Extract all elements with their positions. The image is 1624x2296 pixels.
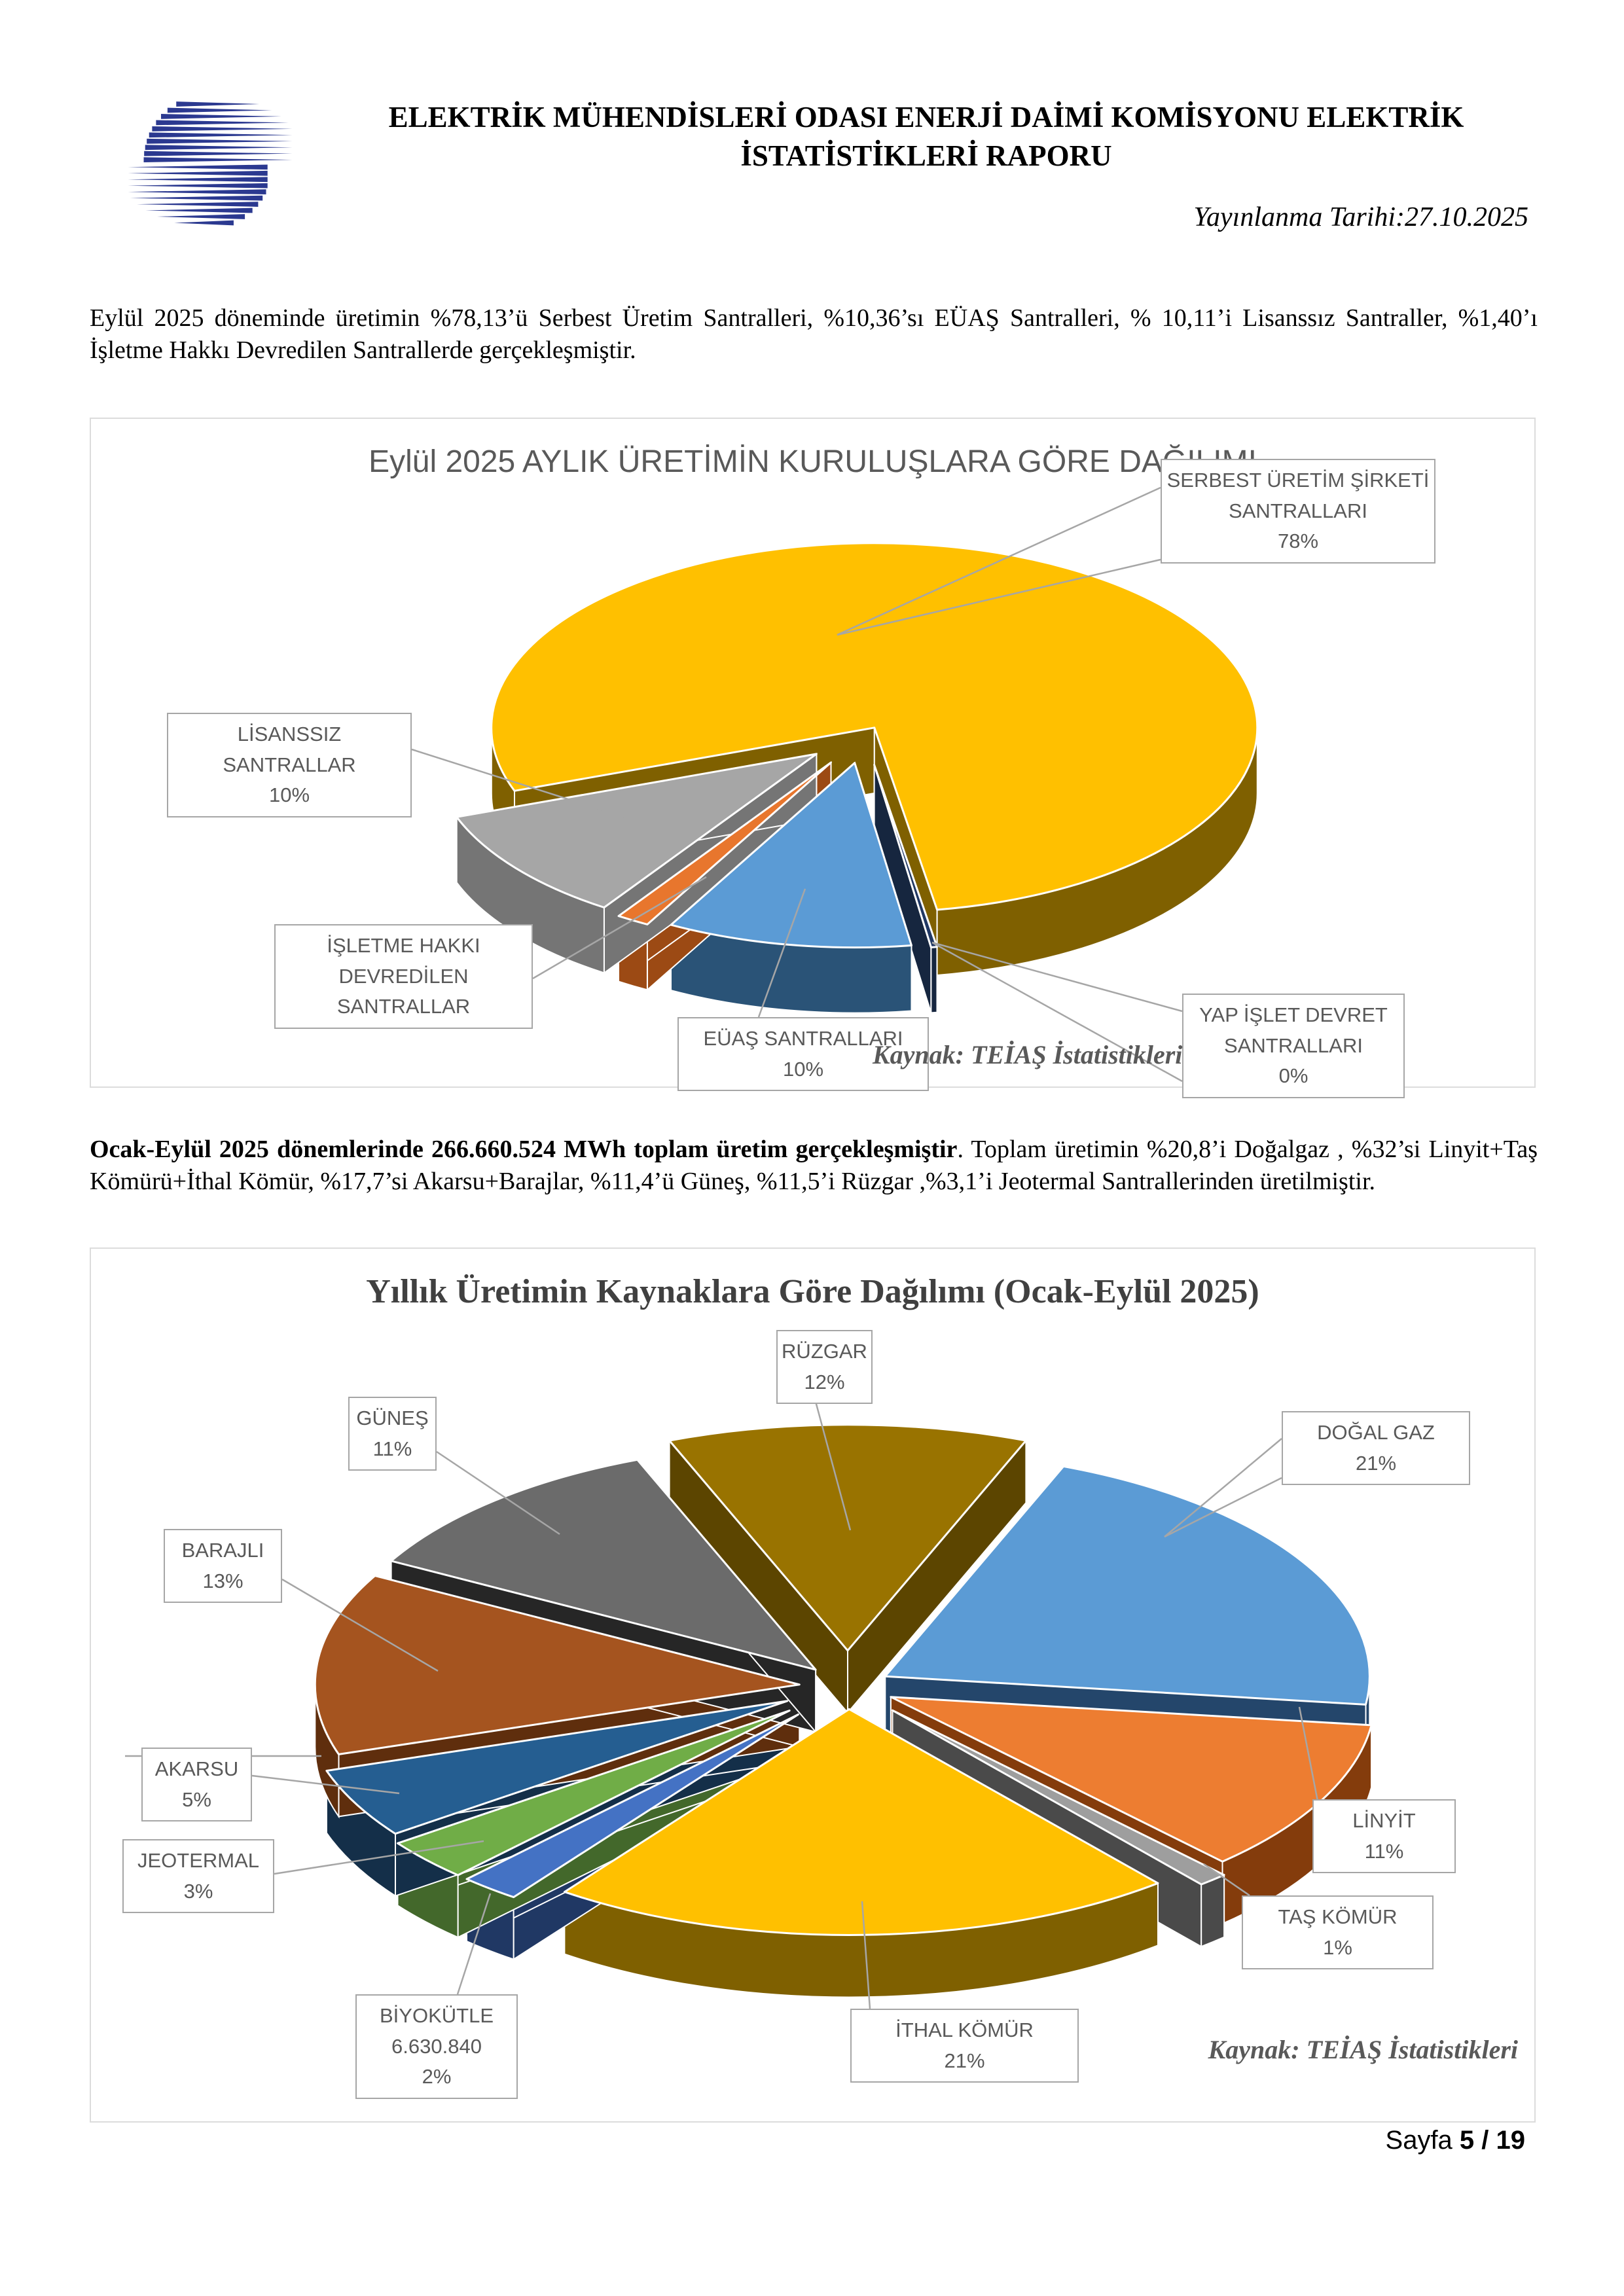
- logo-stripe: [128, 183, 268, 188]
- page-title-line1: ELEKTRİK MÜHENDİSLERİ ODASI ENERJİ DAİMİ…: [388, 101, 1464, 134]
- logo-stripe: [128, 189, 266, 195]
- pie-callout: LİSANSSIZ SANTRALLAR 10%: [167, 713, 412, 817]
- pie-slice-top: [884, 1465, 1371, 1706]
- logo-stripe: [136, 202, 259, 207]
- callout-leader-line: [931, 941, 1183, 1083]
- callout-leader-line: [1164, 1477, 1282, 1538]
- logo-stripe: [156, 214, 245, 219]
- yearly-production-pie: [125, 1396, 1373, 2009]
- callout-leader-line: [274, 1840, 484, 1875]
- pie-callout: YAP İŞLET DEVRET SANTRALLARI 0%: [1182, 994, 1405, 1098]
- callout-leader-line: [532, 876, 707, 980]
- callout-leader-line: [1164, 1438, 1282, 1537]
- callout-leader-line: [456, 1893, 492, 1995]
- logo-stripe: [145, 145, 293, 151]
- pie-callout: TAŞ KÖMÜR 1%: [1242, 1895, 1434, 1969]
- pie-callout: EÜAŞ SANTRALLARI 10%: [677, 1017, 929, 1091]
- pie-slice-rim: [930, 946, 938, 1014]
- pie-callout: LİNYİT 11%: [1312, 1799, 1456, 1873]
- logo-stripe: [143, 157, 293, 162]
- pie-callout: İŞLETME HAKKI DEVREDİLEN SANTRALLAR: [274, 924, 533, 1029]
- monthly-production-chart: Eylül 2025 AYLIK ÜRETİMİN KURULUŞLARA GÖ…: [90, 418, 1536, 1098]
- pie-slice-rim: [1200, 1874, 1225, 1948]
- pie-slice-top: [892, 1709, 1225, 1886]
- callout-leader-line: [251, 1774, 400, 1795]
- callout-leader-line: [1298, 1706, 1320, 1808]
- logo-stripe: [128, 170, 268, 176]
- publish-date: Yayınlanma Tarihi:27.10.2025: [1193, 202, 1529, 232]
- logo-stripe: [156, 120, 289, 126]
- page-number: Sayfa 5 / 19: [1386, 2126, 1525, 2155]
- pie-slice-top: [314, 1575, 801, 1755]
- logo-stripe: [130, 195, 263, 201]
- logo-stripe: [152, 126, 293, 132]
- callout-leader-line: [281, 1578, 439, 1672]
- pie-callout: RÜZGAR 12%: [776, 1330, 873, 1404]
- pie-slice-top: [873, 764, 938, 948]
- logo-stripe: [128, 164, 268, 170]
- pie-callout: JEOTERMAL 3%: [122, 1839, 274, 1913]
- callout-leader-line: [813, 1396, 852, 1531]
- chart1-title: Eylül 2025 AYLIK ÜRETİMİN KURULUŞLARA GÖ…: [369, 444, 1257, 479]
- pie-slice-top: [390, 1458, 817, 1671]
- yearly-production-chart: Yıllık Üretimin Kaynaklara Göre Dağılımı…: [90, 1247, 1536, 2123]
- logo-stripe: [174, 220, 234, 226]
- chart2-source: Kaynak: TEİAŞ İstatistikleri: [1208, 2035, 1518, 2064]
- page-title-line2: İSTATİSTİKLERİ RAPORU: [740, 139, 1112, 172]
- callout-leader-line: [931, 941, 1183, 1013]
- chart1-source: Kaynak: TEİAŞ İstatistikleri: [873, 1040, 1183, 1069]
- page-number-value: 5 / 19: [1459, 2126, 1525, 2155]
- callout-leader-line: [436, 1450, 560, 1535]
- callout-leader-line: [837, 486, 1161, 636]
- pie-callout: BARAJLI 13%: [164, 1529, 282, 1603]
- monthly-production-pie: [411, 486, 1259, 1083]
- pie-callout: BİYOKÜTLE 6.630.840 2%: [355, 1994, 518, 2099]
- pie-callout: SERBEST ÜRETİM ŞİRKETİ SANTRALLARI 78%: [1161, 459, 1435, 564]
- pie-callout: AKARSU 5%: [141, 1748, 252, 1821]
- pie-slice-top: [397, 1710, 791, 1876]
- logo-stripe: [161, 114, 281, 119]
- logo-stripe: [144, 151, 293, 156]
- pie-callout: İTHAL KÖMÜR 21%: [850, 2009, 1079, 2083]
- logo-stripe: [167, 107, 272, 113]
- pie-slice-top: [465, 1713, 799, 1899]
- pie-callout: GÜNEŞ 11%: [348, 1397, 437, 1471]
- summary-paragraph-rest: . Toplam üretimin %20,8’i Doğalgaz , %32…: [90, 1136, 1538, 1196]
- logo-stripe: [128, 177, 268, 183]
- intro-paragraph: Eylül 2025 döneminde üretimin %78,13’ü S…: [90, 304, 1538, 365]
- callout-leader-line: [1203, 1863, 1250, 1897]
- logo-stripe: [176, 101, 260, 107]
- page-title: ELEKTRİK MÜHENDİSLERİ ODASI ENERJİ DAİMİ…: [298, 98, 1555, 175]
- summary-paragraph: Ocak-Eylül 2025 dönemlerinde 266.660.524…: [90, 1134, 1538, 1198]
- chart2-title: Yıllık Üretimin Kaynaklara Göre Dağılımı…: [366, 1273, 1259, 1310]
- pie-slice-top: [670, 762, 912, 949]
- callout-leader-line: [837, 558, 1161, 636]
- logo-stripe: [145, 207, 253, 213]
- callout-leader-line: [861, 1901, 871, 2009]
- logo-stripe: [149, 132, 293, 138]
- logo-stripe: [147, 138, 293, 144]
- pie-slice-top: [668, 1424, 1027, 1652]
- emo-logo-icon: [128, 101, 293, 226]
- pie-slice-top: [325, 1700, 789, 1835]
- pie-slice-top: [490, 542, 1259, 911]
- page-number-label: Sayfa: [1385, 2126, 1460, 2155]
- pie-slice-top: [456, 753, 818, 908]
- callout-leader-line: [757, 888, 806, 1018]
- pie-callout: DOĞAL GAZ 21%: [1282, 1411, 1470, 1485]
- callout-leader-line: [411, 748, 632, 821]
- summary-paragraph-bold: Ocak-Eylül 2025 dönemlerinde 266.660.524…: [90, 1136, 958, 1163]
